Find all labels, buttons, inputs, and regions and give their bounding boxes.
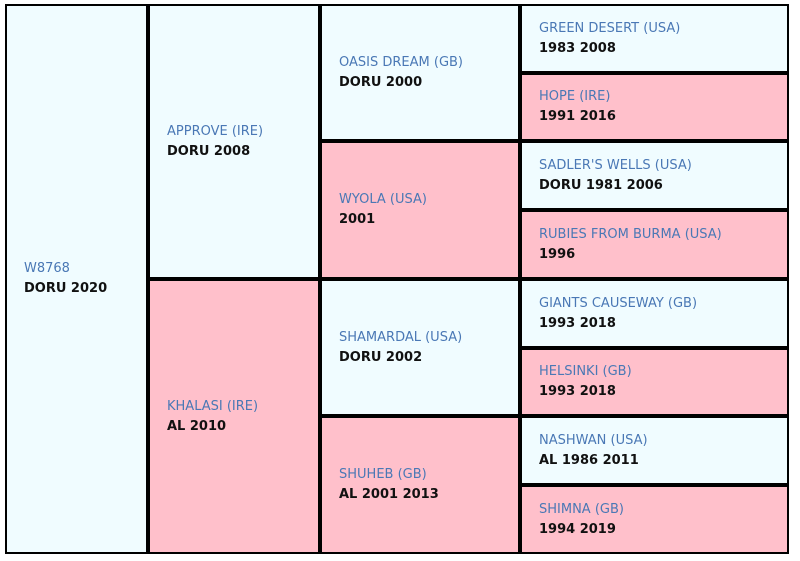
pedigree-subject[interactable]: W8768 DORU 2020 <box>7 6 146 552</box>
horse-name[interactable]: KHALASI (IRE) <box>167 398 259 414</box>
horse-name[interactable]: GREEN DESERT (USA) <box>539 20 681 36</box>
pedigree-ssd[interactable]: HOPE (IRE) 1991 2016 <box>522 75 787 139</box>
horse-name[interactable]: SHAMARDAL (USA) <box>339 329 463 345</box>
pedigree-sds[interactable]: SADLER'S WELLS (USA) DORU 1981 2006 <box>522 143 787 208</box>
horse-info: 1993 2018 <box>539 315 616 331</box>
horse-info: 1991 2016 <box>539 109 616 124</box>
pedigree-dsd[interactable]: HELSINKI (GB) 1993 2018 <box>522 350 787 414</box>
pedigree-dds[interactable]: NASHWAN (USA) AL 1986 2011 <box>522 418 787 483</box>
horse-name[interactable]: NASHWAN (USA) <box>539 432 648 448</box>
horse-info: AL 1986 2011 <box>539 452 639 468</box>
horse-info: 1983 2008 <box>539 40 616 56</box>
horse-info: 2001 <box>339 212 376 227</box>
pedigree-sire[interactable]: APPROVE (IRE) DORU 2008 <box>150 6 318 277</box>
horse-name[interactable]: SHUHEB (GB) <box>339 467 427 482</box>
horse-info: 1993 2018 <box>539 384 616 399</box>
pedigree-sire-dam[interactable]: WYOLA (USA) 2001 <box>322 143 518 277</box>
pedigree-sire-sire[interactable]: OASIS DREAM (GB) DORU 2000 <box>322 6 518 139</box>
horse-name[interactable]: WYOLA (USA) <box>339 192 427 207</box>
horse-info: 1996 <box>539 246 576 262</box>
pedigree-table: W8768 DORU 2020 APPROVE (IRE) DORU 2008 … <box>5 4 789 554</box>
pedigree-dam[interactable]: KHALASI (IRE) AL 2010 <box>150 281 318 552</box>
horse-info: DORU 2008 <box>167 143 251 159</box>
horse-info: AL 2001 2013 <box>339 487 439 502</box>
pedigree-dss[interactable]: GIANTS CAUSEWAY (GB) 1993 2018 <box>522 281 787 346</box>
horse-info: DORU 2020 <box>24 281 108 296</box>
pedigree-dam-dam[interactable]: SHUHEB (GB) AL 2001 2013 <box>322 418 518 552</box>
horse-name[interactable]: APPROVE (IRE) <box>167 123 264 139</box>
pedigree-sdd[interactable]: RUBIES FROM BURMA (USA) 1996 <box>522 212 787 277</box>
horse-name[interactable]: W8768 <box>24 261 70 276</box>
horse-info: DORU 2002 <box>339 349 423 365</box>
horse-name[interactable]: RUBIES FROM BURMA (USA) <box>539 226 722 242</box>
horse-name[interactable]: OASIS DREAM (GB) <box>339 54 464 70</box>
horse-info: DORU 2000 <box>339 74 423 90</box>
horse-info: AL 2010 <box>167 418 227 434</box>
pedigree-ddd[interactable]: SHIMNA (GB) 1994 2019 <box>522 487 787 552</box>
horse-name[interactable]: HOPE (IRE) <box>539 89 611 104</box>
pedigree-dam-sire[interactable]: SHAMARDAL (USA) DORU 2002 <box>322 281 518 414</box>
horse-info: DORU 1981 2006 <box>539 177 663 193</box>
horse-name[interactable]: HELSINKI (GB) <box>539 364 632 379</box>
horse-name[interactable]: SADLER'S WELLS (USA) <box>539 157 692 173</box>
horse-name[interactable]: SHIMNA (GB) <box>539 501 624 517</box>
horse-name[interactable]: GIANTS CAUSEWAY (GB) <box>539 295 698 311</box>
pedigree-sss[interactable]: GREEN DESERT (USA) 1983 2008 <box>522 6 787 71</box>
horse-info: 1994 2019 <box>539 521 616 537</box>
